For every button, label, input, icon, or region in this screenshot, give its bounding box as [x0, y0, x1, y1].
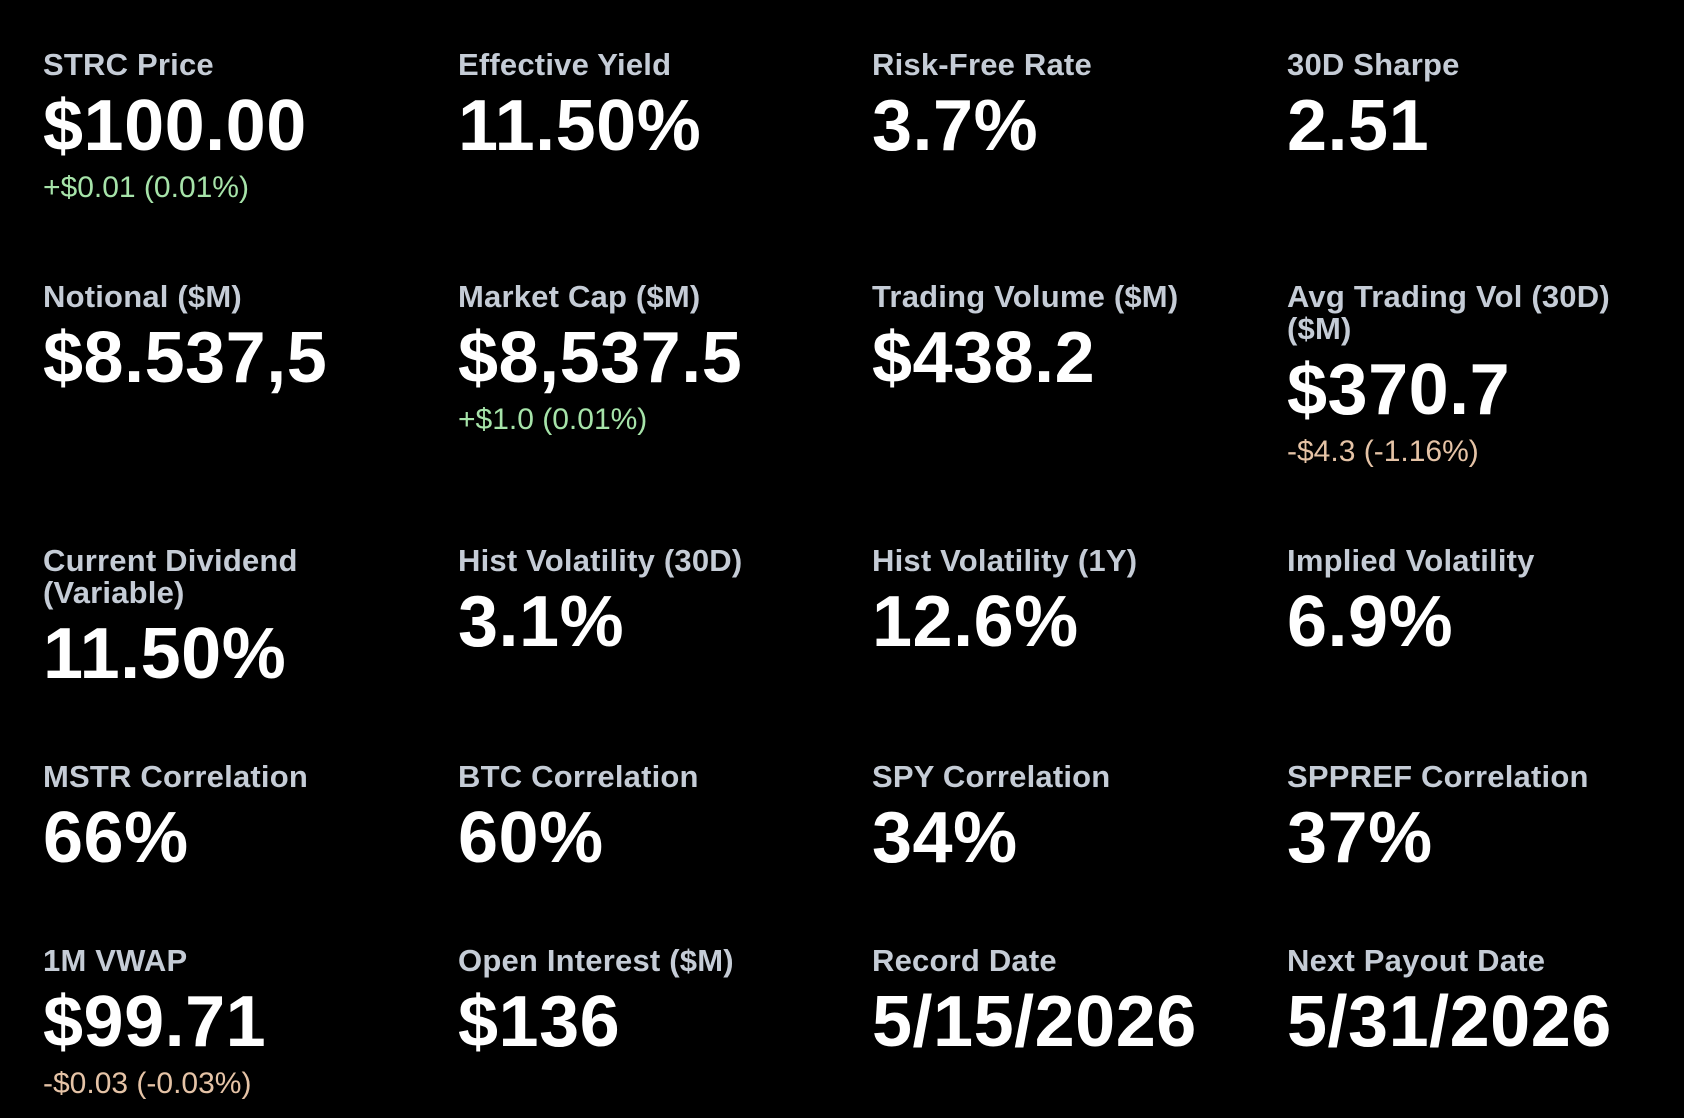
- metric-value: 6.9%: [1287, 582, 1454, 662]
- metric-hist-volatility-30d: Hist Volatility (30D) 3.1%: [458, 543, 838, 662]
- metric-trading-volume: Trading Volume ($M) $438.2: [872, 279, 1252, 398]
- metric-value: 34%: [872, 798, 1018, 878]
- metric-current-dividend: Current Dividend (Variable) 11.50%: [43, 543, 423, 694]
- metric-change: -$0.03 (-0.03%): [43, 1067, 252, 1100]
- metric-label: Risk-Free Rate: [872, 47, 1092, 82]
- metric-value: 66%: [43, 798, 189, 878]
- metric-value: $370.7: [1287, 350, 1511, 430]
- metric-strc-price: STRC Price $100.00 +$0.01 (0.01%): [43, 49, 423, 205]
- metric-change: +$0.01 (0.01%): [43, 171, 249, 204]
- metric-value: 3.7%: [872, 86, 1039, 166]
- metric-label: Hist Volatility (30D): [458, 543, 743, 578]
- metric-value: 5/31/2026: [1287, 982, 1612, 1062]
- metric-btc-correlation: BTC Correlation 60%: [458, 759, 838, 878]
- metric-notional: Notional ($M) $8.537,5: [43, 279, 423, 398]
- metric-label: Current Dividend (Variable): [43, 543, 298, 610]
- metric-mstr-correlation: MSTR Correlation 66%: [43, 759, 423, 878]
- metric-label: STRC Price: [43, 47, 214, 82]
- metric-spy-correlation: SPY Correlation 34%: [872, 759, 1252, 878]
- metric-value: $8,537.5: [458, 318, 743, 398]
- metric-label: Implied Volatility: [1287, 543, 1535, 578]
- metric-label: Effective Yield: [458, 47, 672, 82]
- metric-label: 30D Sharpe: [1287, 47, 1460, 82]
- metric-value: 12.6%: [872, 582, 1079, 662]
- metric-label: SPPREF Correlation: [1287, 759, 1589, 794]
- metric-1m-vwap: 1M VWAP $99.71 -$0.03 (-0.03%): [43, 945, 423, 1101]
- metric-value: $100.00: [43, 86, 307, 166]
- metric-open-interest: Open Interest ($M) $136: [458, 943, 838, 1062]
- metric-value: $99.71: [43, 982, 267, 1062]
- metric-label: Record Date: [872, 943, 1057, 978]
- metric-value: $438.2: [872, 318, 1096, 398]
- metric-label: Hist Volatility (1Y): [872, 543, 1138, 578]
- metric-value: 37%: [1287, 798, 1433, 878]
- metric-label: 1M VWAP: [43, 943, 188, 978]
- metric-label: Open Interest ($M): [458, 943, 734, 978]
- metric-value: 2.51: [1287, 86, 1430, 166]
- metric-label: MSTR Correlation: [43, 759, 308, 794]
- metric-value: 5/15/2026: [872, 982, 1197, 1062]
- metric-value: 11.50%: [43, 614, 287, 694]
- metric-effective-yield: Effective Yield 11.50%: [458, 47, 838, 166]
- metric-label: Notional ($M): [43, 279, 242, 314]
- metric-change: -$4.3 (-1.16%): [1287, 435, 1479, 468]
- metric-label: BTC Correlation: [458, 759, 699, 794]
- metric-risk-free-rate: Risk-Free Rate 3.7%: [872, 47, 1252, 166]
- metric-value: 11.50%: [458, 86, 702, 166]
- metric-value: $136: [458, 982, 621, 1062]
- metric-label: Market Cap ($M): [458, 279, 701, 314]
- metric-hist-volatility-1y: Hist Volatility (1Y) 12.6%: [872, 543, 1252, 662]
- metric-change: +$1.0 (0.01%): [458, 403, 648, 436]
- metric-sppref-correlation: SPPREF Correlation 37%: [1287, 759, 1667, 878]
- metric-implied-volatility: Implied Volatility 6.9%: [1287, 543, 1667, 662]
- metric-30d-sharpe: 30D Sharpe 2.51: [1287, 47, 1667, 166]
- metric-next-payout-date: Next Payout Date 5/31/2026: [1287, 943, 1667, 1062]
- metric-label: SPY Correlation: [872, 759, 1111, 794]
- metric-avg-trading-vol: Avg Trading Vol (30D) ($M) $370.7 -$4.3 …: [1287, 281, 1667, 469]
- metric-market-cap: Market Cap ($M) $8,537.5 +$1.0 (0.01%): [458, 281, 838, 437]
- metric-label: Next Payout Date: [1287, 943, 1546, 978]
- metric-label: Avg Trading Vol (30D) ($M): [1287, 279, 1610, 346]
- metric-label: Trading Volume ($M): [872, 279, 1179, 314]
- metric-record-date: Record Date 5/15/2026: [872, 943, 1252, 1062]
- metric-value: 60%: [458, 798, 604, 878]
- metric-value: $8.537,5: [43, 318, 328, 398]
- metric-value: 3.1%: [458, 582, 625, 662]
